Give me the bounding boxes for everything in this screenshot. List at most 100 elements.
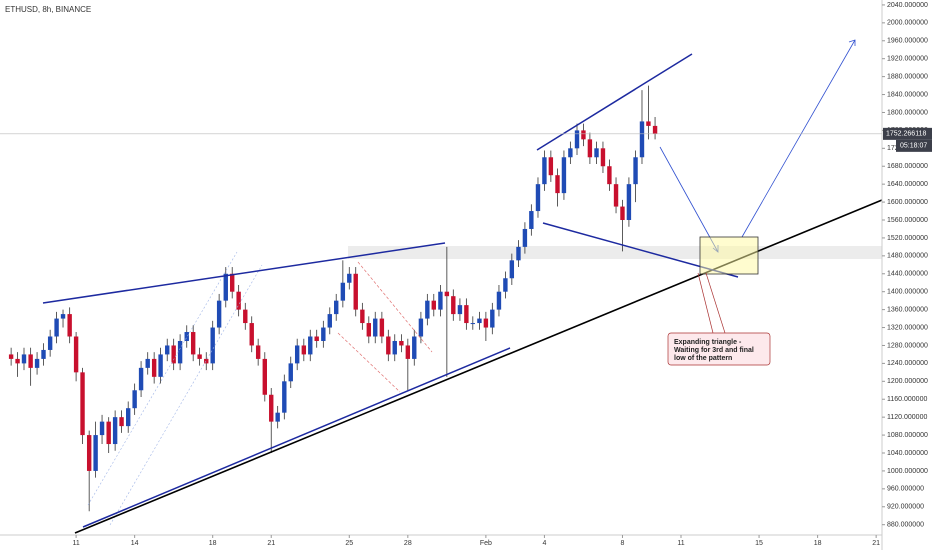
candle-body [412, 336, 417, 359]
candle-body [190, 332, 196, 355]
candle-body [67, 314, 72, 337]
y-tick-label: 1480.000000 [887, 253, 928, 260]
candle-body [255, 345, 261, 359]
candle-body [145, 358, 150, 368]
candle-body [275, 412, 280, 422]
candle-body [15, 358, 20, 364]
candle-body [321, 327, 326, 341]
y-tick-label: 1400.000000 [887, 289, 928, 296]
candle-body [262, 358, 267, 395]
candle-body [639, 121, 645, 158]
channel-line [337, 332, 401, 393]
y-tick-label: 1600.000000 [887, 199, 928, 206]
candle-body [86, 435, 92, 471]
candle-body [418, 318, 424, 337]
candle-body [626, 184, 632, 221]
trend-line [42, 242, 446, 304]
candle-body [405, 345, 411, 359]
candle-body [620, 206, 625, 221]
candle-body [652, 125, 658, 134]
callout-pointer [697, 272, 714, 334]
arrow-head [848, 39, 856, 46]
y-tick-label: 1360.000000 [887, 306, 928, 313]
trend-line [82, 347, 511, 528]
candle-body [555, 175, 560, 194]
candle-body [574, 130, 580, 149]
candle-body [425, 300, 430, 319]
candle-body [522, 228, 528, 247]
candle-body [444, 291, 450, 297]
x-tick-label: 4 [542, 540, 546, 547]
candle-body [646, 121, 651, 126]
x-tick-label: 18 [209, 540, 217, 547]
y-tick-label: 2000.000000 [887, 20, 928, 27]
candle-body [28, 354, 33, 368]
last-price-box [883, 127, 932, 140]
channel-line [87, 251, 238, 506]
candle-body [594, 148, 599, 158]
trend-line [536, 53, 693, 151]
y-tick-label: 2040.000000 [887, 2, 928, 9]
y-tick-label: 1840.000000 [887, 91, 928, 98]
arrow [659, 146, 719, 253]
y-tick-label: 1520.000000 [887, 235, 928, 242]
channel-line [357, 261, 433, 353]
candle-body [158, 354, 163, 377]
candle-body [151, 358, 157, 377]
y-tick-label: 1640.000000 [887, 181, 928, 188]
countdown-box [896, 139, 932, 152]
candle-body [340, 282, 346, 301]
candle-body [34, 358, 40, 368]
candle-body [568, 148, 573, 158]
candle-body [613, 184, 619, 207]
countdown-label: 05:18:07 [900, 143, 927, 150]
x-tick-label: 28 [404, 540, 412, 547]
candle-body [216, 300, 222, 328]
y-tick-label: 920.000000 [887, 504, 924, 511]
candle-body [529, 211, 534, 229]
candle-body [503, 278, 508, 292]
candle-body [438, 291, 443, 310]
y-tick-label: 1800.000000 [887, 109, 928, 116]
y-tick-label: 1160.000000 [887, 396, 927, 403]
candles [8, 85, 658, 512]
candle-body [496, 291, 502, 310]
y-tick-label: 1000.000000 [887, 468, 928, 475]
candle-body [99, 421, 105, 436]
candle-body [132, 390, 137, 409]
last-price-label: 1752.266118 [886, 131, 926, 138]
x-tick-label: 25 [345, 540, 353, 547]
candle-body [269, 394, 274, 422]
candle-body [607, 166, 612, 185]
candle-body [288, 363, 293, 382]
y-tick-label: 880.000000 [887, 522, 924, 529]
x-tick-label: Feb [480, 540, 492, 547]
candle-body [184, 332, 189, 341]
x-tick-label: 21 [872, 540, 880, 547]
candle-body [171, 345, 176, 364]
candle-body [587, 139, 593, 158]
candle-body [54, 318, 59, 337]
y-tick-label: 1920.000000 [887, 56, 928, 63]
candle-body [243, 309, 248, 324]
candle-body [60, 314, 66, 319]
annotation-line: Waiting for 3rd and final [674, 347, 754, 354]
candle-body [197, 354, 202, 359]
x-tick-label: 21 [267, 540, 275, 547]
candle-body [373, 318, 378, 337]
callout-pointer [705, 272, 726, 334]
y-tick-label: 1040.000000 [887, 450, 928, 457]
candle-body [204, 358, 209, 364]
candle-body [308, 336, 313, 355]
candle-body [548, 157, 554, 176]
annotation-line: Expanding triangle - [674, 339, 742, 346]
y-tick-label: 1280.000000 [887, 342, 928, 349]
drawings [42, 39, 883, 534]
candle-body [41, 349, 46, 359]
x-tick-label: 11 [677, 540, 684, 547]
y-tick-label: 1880.000000 [887, 73, 928, 80]
candle-body [490, 309, 495, 328]
candle-body [509, 260, 515, 279]
candle-body [431, 300, 436, 310]
